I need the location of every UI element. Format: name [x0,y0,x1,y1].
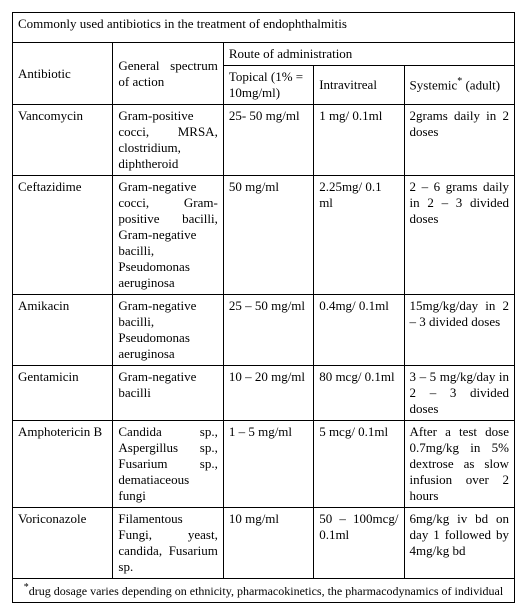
cell-topical: 25- 50 mg/ml [223,105,313,176]
cell-spectrum: Gram-negative cocci, Gram-positive bacil… [113,176,223,295]
cell-systemic: 2 – 6 grams daily in 2 – 3 divided doses [404,176,514,295]
header-systemic: Systemic* (adult) [404,66,514,105]
table-row: Ceftazidime Gram-negative cocci, Gram-po… [13,176,515,295]
cell-antibiotic: Ceftazidime [13,176,113,295]
header-route-group: Route of administration [223,43,514,66]
header-intravitreal: Intravitreal [314,66,404,105]
cell-spectrum: Gram-negative bacilli [113,366,223,421]
cell-antibiotic: Amphotericin B [13,421,113,508]
table-row: Vancomycin Gram-positive cocci, MRSA, cl… [13,105,515,176]
cell-topical: 10 mg/ml [223,508,313,579]
cell-intravitreal: 50 – 100mcg/ 0.1ml [314,508,404,579]
cell-systemic: 3 – 5 mg/kg/day in 2 – 3 divided doses [404,366,514,421]
cell-spectrum: Gram-positive cocci, MRSA, clostridium, … [113,105,223,176]
cell-intravitreal: 1 mg/ 0.1ml [314,105,404,176]
title-row: Commonly used antibiotics in the treatme… [13,13,515,43]
table-row: Amikacin Gram-negative bacilli, Pseudomo… [13,295,515,366]
cell-topical: 50 mg/ml [223,176,313,295]
footnote-text: drug dosage varies depending on ethnicit… [29,584,503,598]
table-title: Commonly used antibiotics in the treatme… [13,13,515,43]
cell-systemic: After a test dose 0.7mg/kg in 5% dextros… [404,421,514,508]
footnote-row: *drug dosage varies depending on ethnici… [13,579,515,603]
header-row-1: Antibiotic General spectrum of action Ro… [13,43,515,66]
table-row: Voriconazole Filamentous Fungi, yeast, c… [13,508,515,579]
cell-systemic: 2grams daily in 2 doses [404,105,514,176]
cell-topical: 10 – 20 mg/ml [223,366,313,421]
cell-antibiotic: Gentamicin [13,366,113,421]
table-row: Amphotericin B Candida sp., Aspergillus … [13,421,515,508]
cell-spectrum: Gram-negative bacilli, Pseudomonas aerug… [113,295,223,366]
cell-intravitreal: 80 mcg/ 0.1ml [314,366,404,421]
cell-systemic: 15mg/kg/day in 2 – 3 divided doses [404,295,514,366]
footnote-cell: *drug dosage varies depending on ethnici… [13,579,515,603]
cell-topical: 1 – 5 mg/ml [223,421,313,508]
cell-intravitreal: 2.25mg/ 0.1 ml [314,176,404,295]
cell-topical: 25 – 50 mg/ml [223,295,313,366]
antibiotics-table: Commonly used antibiotics in the treatme… [12,12,515,603]
header-topical: Topical (1% = 10mg/ml) [223,66,313,105]
cell-intravitreal: 5 mcg/ 0.1ml [314,421,404,508]
cell-antibiotic: Voriconazole [13,508,113,579]
cell-spectrum: Candida sp., Aspergillus sp., Fusarium s… [113,421,223,508]
header-spectrum: General spectrum of action [113,43,223,105]
header-systemic-suffix: (adult) [462,78,500,93]
table-row: Gentamicin Gram-negative bacilli 10 – 20… [13,366,515,421]
cell-antibiotic: Amikacin [13,295,113,366]
cell-intravitreal: 0.4mg/ 0.1ml [314,295,404,366]
cell-systemic: 6mg/kg iv bd on day 1 followed by 4mg/kg… [404,508,514,579]
cell-spectrum: Filamentous Fungi, yeast, candida, Fusar… [113,508,223,579]
header-antibiotic: Antibiotic [13,43,113,105]
header-systemic-prefix: Systemic [410,78,458,93]
cell-antibiotic: Vancomycin [13,105,113,176]
